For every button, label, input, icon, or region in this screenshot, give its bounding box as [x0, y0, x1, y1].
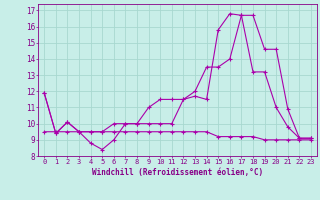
X-axis label: Windchill (Refroidissement éolien,°C): Windchill (Refroidissement éolien,°C): [92, 168, 263, 177]
